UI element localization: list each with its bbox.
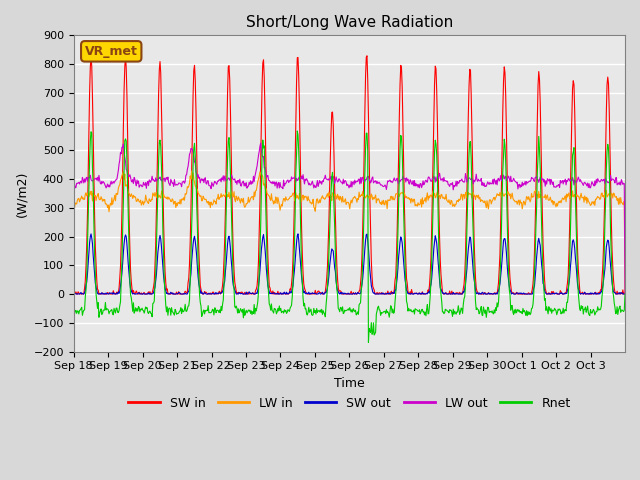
LW out: [70, 183, 77, 189]
SW out: [70, 291, 77, 297]
LW out: [621, 291, 629, 297]
LW out: [285, 180, 292, 185]
X-axis label: Time: Time: [334, 377, 365, 390]
LW in: [407, 200, 415, 206]
SW in: [70, 290, 77, 296]
Rnet: [284, 307, 292, 312]
SW in: [136, 291, 144, 297]
SW in: [237, 289, 245, 295]
SW in: [122, 52, 129, 58]
Rnet: [236, 309, 244, 314]
Rnet: [408, 309, 415, 314]
LW out: [236, 176, 244, 182]
Y-axis label: (W/m2): (W/m2): [15, 170, 28, 216]
LW in: [285, 196, 292, 202]
SW in: [265, 270, 273, 276]
SW in: [438, 289, 446, 295]
LW in: [264, 192, 271, 197]
LW in: [134, 197, 142, 203]
Rnet: [134, 304, 142, 310]
SW out: [73, 291, 81, 297]
LW out: [257, 140, 264, 146]
SW in: [285, 290, 293, 296]
SW out: [621, 291, 629, 297]
Rnet: [621, 291, 629, 297]
LW in: [621, 291, 629, 297]
Text: VR_met: VR_met: [85, 45, 138, 58]
LW in: [438, 192, 445, 197]
SW out: [264, 282, 271, 288]
SW in: [408, 287, 415, 292]
LW out: [134, 178, 142, 184]
LW out: [264, 173, 271, 179]
SW in: [70, 291, 78, 297]
Legend: SW in, LW in, SW out, LW out, Rnet: SW in, LW in, SW out, LW out, Rnet: [124, 392, 575, 415]
Rnet: [70, 308, 77, 314]
LW in: [70, 201, 77, 207]
Title: Short/Long Wave Radiation: Short/Long Wave Radiation: [246, 15, 453, 30]
Line: Rnet: Rnet: [74, 131, 625, 342]
LW in: [237, 200, 244, 206]
Rnet: [263, 258, 271, 264]
LW in: [188, 168, 195, 174]
Line: LW in: LW in: [74, 171, 625, 294]
SW out: [285, 291, 292, 297]
Rnet: [294, 128, 301, 134]
LW out: [407, 178, 415, 184]
SW out: [237, 291, 244, 297]
LW out: [438, 176, 445, 182]
Line: SW out: SW out: [74, 234, 625, 294]
SW out: [438, 290, 446, 296]
SW out: [135, 290, 143, 296]
Line: LW out: LW out: [74, 143, 625, 294]
SW out: [294, 231, 302, 237]
Line: SW in: SW in: [74, 55, 625, 294]
SW in: [621, 291, 629, 297]
Rnet: [365, 339, 372, 345]
Rnet: [438, 309, 446, 315]
SW out: [408, 290, 415, 296]
